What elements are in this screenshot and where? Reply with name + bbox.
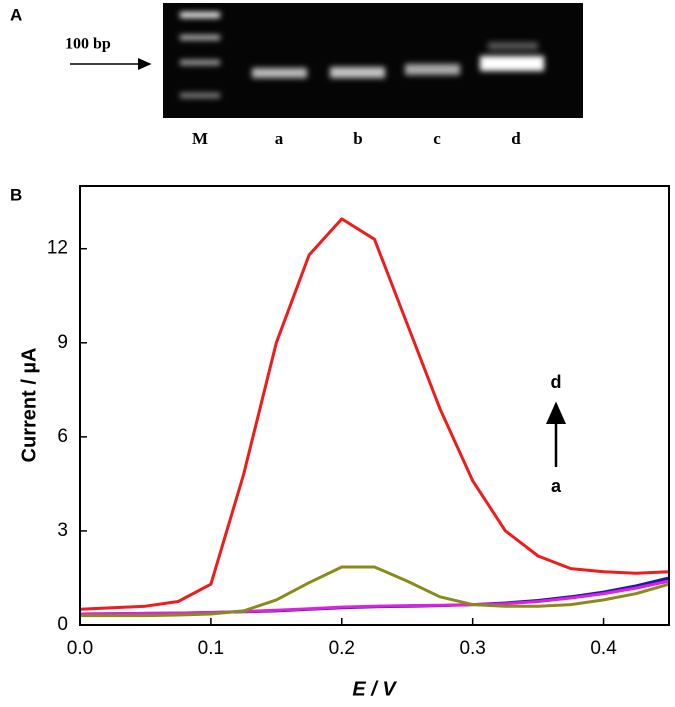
- annotation: d: [551, 372, 562, 392]
- lane-label: c: [433, 129, 441, 148]
- x-tick-label: 0.0: [67, 638, 93, 659]
- x-tick-label: 0.2: [329, 638, 355, 659]
- lane-label: d: [511, 129, 521, 148]
- lane-label: b: [353, 129, 362, 148]
- plot-frame: [79, 185, 670, 626]
- data-line: [79, 217, 670, 611]
- data-line: [80, 565, 670, 618]
- y-tick-label: 3: [57, 520, 68, 541]
- y-tick-label: 12: [47, 238, 68, 259]
- panel-label: B: [10, 185, 22, 204]
- marker-label: 100 bp: [65, 36, 111, 53]
- data-line: [79, 579, 670, 616]
- x-tick-label: 0.4: [590, 638, 617, 659]
- plot: 0.0 0.1 0.2 0.3 0.4 0 3 6 9 12: [47, 217, 670, 659]
- lane-label: a: [275, 129, 284, 148]
- gel-bands: [180, 12, 544, 98]
- panel-label: A: [10, 5, 22, 24]
- y-tick-label: 0: [57, 614, 68, 635]
- y-tick-label: 9: [57, 332, 68, 353]
- y-axis-label: Current / µA: [18, 348, 40, 463]
- x-tick-label: 0.3: [459, 638, 485, 659]
- lane-label: M: [192, 129, 208, 148]
- y-tick-label: 6: [57, 426, 68, 447]
- x-tick-label: 0.1: [198, 638, 224, 659]
- x-axis-label: E / V: [352, 678, 397, 700]
- annotation: a: [551, 476, 562, 496]
